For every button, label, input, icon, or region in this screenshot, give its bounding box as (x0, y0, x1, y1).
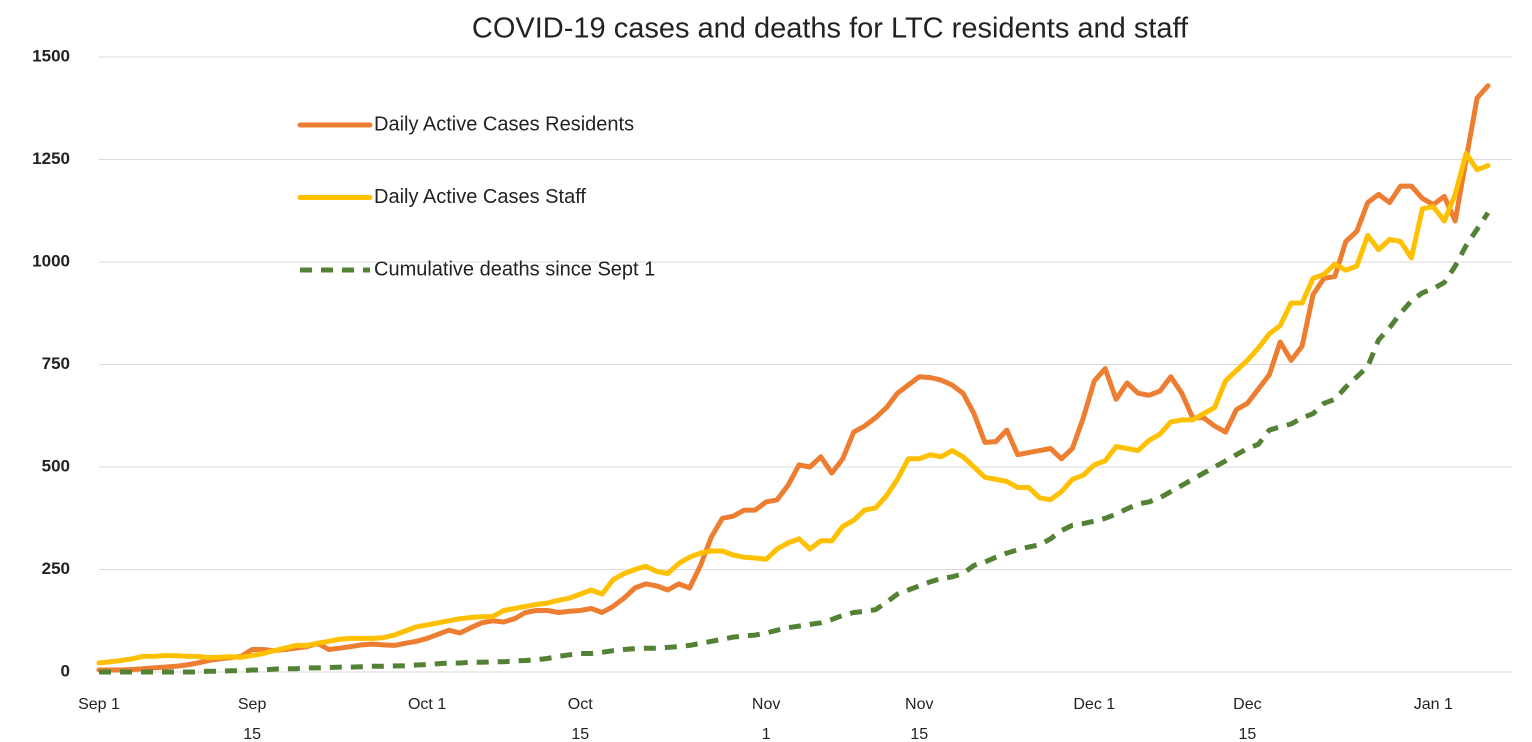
series-line (99, 211, 1491, 675)
y-tick-label: 1250 (32, 149, 70, 168)
x-tick-label: Oct 15 (567, 696, 593, 742)
y-tick-label: 1500 (32, 46, 70, 65)
y-tick-label: 250 (42, 559, 70, 578)
legend-label: Daily Active Cases Staff (374, 186, 586, 208)
x-tick-label: Oct 1 (407, 696, 447, 713)
x-tick-label: Dec 1 (1073, 696, 1116, 713)
legend-label: Daily Active Cases Residents (374, 113, 634, 135)
y-tick-label: 1000 (32, 251, 70, 270)
y-tick-label: 0 (61, 661, 70, 680)
x-tick-label: Nov 1 (751, 696, 781, 742)
x-tick-label: Dec 15 (1233, 696, 1262, 742)
y-tick-label: 500 (42, 456, 70, 475)
x-tick-label: Jan 1 (1413, 696, 1453, 713)
y-tick-label: 750 (42, 354, 70, 373)
series-line (96, 83, 1491, 673)
x-tick-label: Nov 15 (905, 696, 934, 742)
x-tick-label: Sep 1 (78, 696, 120, 713)
series-line (96, 150, 1491, 666)
x-tick-label: Sep 15 (237, 696, 267, 742)
chart-title: COVID-19 cases and deaths for LTC reside… (472, 13, 1189, 45)
legend-label: Cumulative deaths since Sept 1 (374, 258, 655, 280)
